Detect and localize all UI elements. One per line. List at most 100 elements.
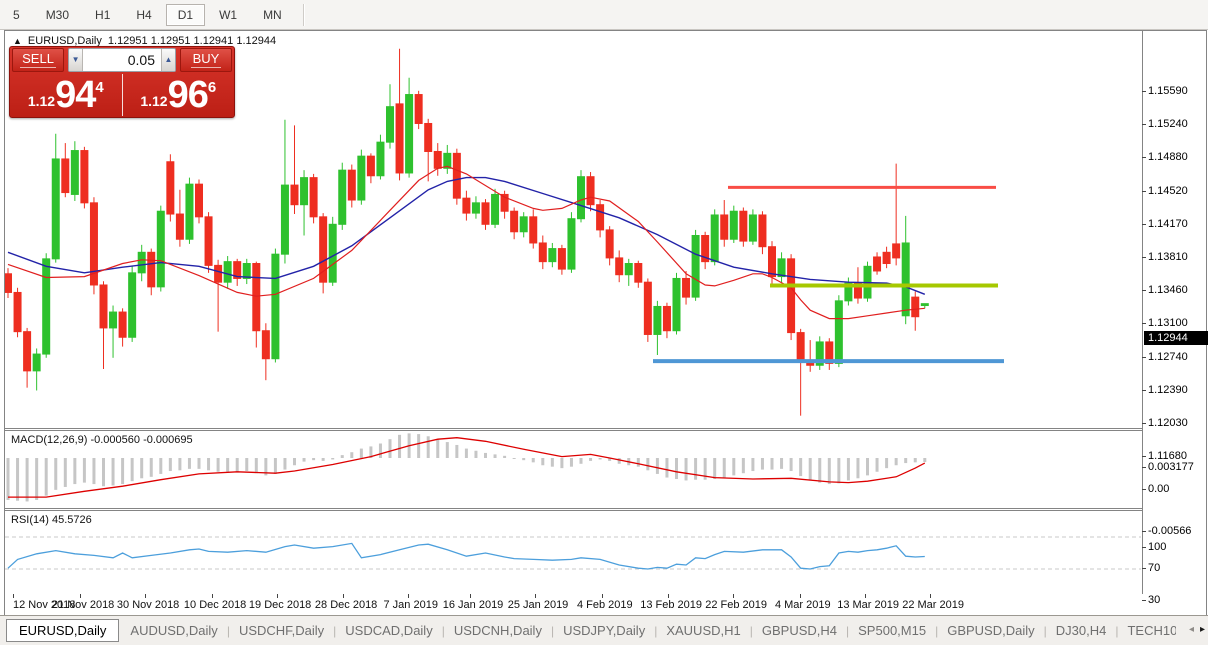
macd-histogram-bar — [808, 458, 812, 481]
chart-tab-sp500-m15[interactable]: SP500,M15 — [858, 623, 927, 638]
chart-tab-dj30-h4[interactable]: DJ30,H4 — [1055, 623, 1107, 638]
candle-body — [118, 311, 127, 338]
macd-histogram-bar — [541, 458, 545, 466]
macd-pane-canvas[interactable] — [5, 430, 1142, 508]
rsi-pane-canvas[interactable] — [5, 510, 1142, 594]
collapse-arrow-icon[interactable]: ▲ — [13, 36, 22, 46]
macd-histogram-bar — [6, 458, 10, 500]
macd-histogram-bar — [722, 458, 726, 478]
lot-size-input[interactable] — [82, 49, 162, 71]
timeframe-button-5[interactable]: 5 — [13, 7, 20, 22]
chart-tab-usdcnh-daily[interactable]: USDCNH,Daily — [453, 623, 542, 638]
chart-tab-tech100-h1[interactable]: TECH100,H1 — [1127, 623, 1176, 638]
lot-decrease-button[interactable]: ▼ — [69, 49, 82, 71]
candle-body — [13, 291, 22, 333]
candle-body — [395, 103, 404, 174]
candle-body — [51, 158, 60, 260]
lot-increase-button[interactable]: ▲ — [162, 49, 175, 71]
timeframe-button-w1[interactable]: W1 — [219, 7, 238, 22]
timeframe-button-d1[interactable]: D1 — [165, 3, 206, 26]
macd-histogram-bar — [245, 458, 249, 472]
tab-scroll-left-icon[interactable]: ◂ — [1188, 624, 1194, 635]
chart-tab-usdjpy-daily[interactable]: USDJPY,Daily — [563, 623, 646, 638]
tab-separator: | — [846, 623, 850, 638]
price-axis-tick — [1142, 191, 1146, 192]
macd-histogram-bar — [464, 448, 468, 458]
macd-histogram-bar — [598, 458, 602, 460]
indicator-axis-tick — [1142, 600, 1146, 601]
date-tick — [408, 594, 409, 598]
date-tick — [145, 594, 146, 598]
pane-divider-rsi[interactable] — [5, 508, 1142, 509]
candle-body — [586, 176, 595, 206]
indicator-axis-tick — [1142, 489, 1146, 490]
tab-separator: | — [654, 623, 658, 638]
price-axis-tick — [1142, 357, 1146, 358]
timeframe-button-m30[interactable]: M30 — [45, 7, 70, 22]
pane-divider-macd[interactable] — [5, 428, 1142, 429]
chart-symbol-label: EURUSD,Daily — [27, 35, 102, 47]
macd-histogram-bar — [608, 458, 612, 461]
ask-price-button[interactable]: 1.12 96 6 — [123, 74, 235, 116]
timeframe-button-h4[interactable]: H4 — [136, 7, 152, 22]
candle-body — [424, 122, 433, 152]
macd-histogram-bar — [264, 458, 268, 476]
date-label: 28 Dec 2018 — [314, 599, 378, 611]
candle-body — [280, 184, 289, 255]
candle-body — [147, 251, 156, 288]
timeframe-button-h1[interactable]: H1 — [95, 7, 111, 22]
macd-histogram-bar — [484, 452, 487, 458]
chart-tab-audusd-daily[interactable]: AUDUSD,Daily — [130, 623, 218, 638]
price-axis-label: 1.12390 — [1148, 384, 1188, 396]
timeframe-button-mn[interactable]: MN — [263, 7, 282, 22]
macd-histogram-bar — [312, 458, 316, 461]
macd-histogram-bar — [359, 448, 363, 458]
date-label: 12 Nov 2018 — [13, 599, 76, 611]
chart-tab-eurusd-daily[interactable]: EURUSD,Daily — [6, 619, 120, 642]
date-tick — [277, 594, 278, 598]
timeframe-toolbar: 5 M30 H1 H4 D1 W1 MN — [0, 0, 1208, 30]
chart-tab-usdcad-daily[interactable]: USDCAD,Daily — [345, 623, 433, 638]
indicator-axis-tick — [1142, 467, 1146, 468]
candle-body — [185, 183, 194, 240]
macd-histogram-bar — [369, 446, 373, 458]
chart-tab-gbpusd-h4[interactable]: GBPUSD,H4 — [761, 623, 838, 638]
price-axis-tick — [1142, 224, 1146, 225]
macd-histogram-bar — [522, 458, 526, 461]
date-tick — [668, 594, 669, 598]
price-axis-tick — [1142, 290, 1146, 291]
macd-histogram-bar — [684, 458, 688, 481]
toolbar-separator — [302, 3, 305, 26]
macd-histogram-bar — [732, 458, 736, 476]
candle-body — [462, 197, 471, 214]
date-tick — [865, 594, 866, 598]
buy-button[interactable]: BUY — [179, 48, 233, 72]
candle-body — [80, 150, 89, 204]
macd-histogram-bar — [655, 458, 659, 474]
macd-histogram-bar — [474, 450, 478, 458]
macd-histogram-bar — [646, 458, 650, 471]
tab-separator: | — [226, 623, 230, 638]
chart-tab-usdchf-daily[interactable]: USDCHF,Daily — [238, 623, 325, 638]
macd-histogram-bar — [226, 458, 230, 472]
price-axis-label: 1.14880 — [1148, 151, 1188, 163]
chart-tab-xauusd-h1[interactable]: XAUUSD,H1 — [666, 623, 741, 638]
sell-button[interactable]: SELL — [12, 48, 65, 72]
candle-body — [347, 169, 356, 201]
chart-tab-gbpusd-daily[interactable]: GBPUSD,Daily — [947, 623, 1035, 638]
bid-price-button[interactable]: 1.12 94 4 — [10, 74, 123, 116]
price-chart-canvas[interactable] — [5, 31, 1142, 427]
axis-border — [1142, 31, 1143, 594]
price-axis-label: 1.12740 — [1148, 351, 1188, 363]
date-tick — [602, 594, 603, 598]
indicator-axis-label: 0.003177 — [1148, 461, 1194, 473]
date-tick — [470, 594, 471, 598]
price-axis-label: 1.11680 — [1148, 450, 1187, 462]
macd-histogram-bar — [579, 458, 583, 464]
candle-body — [214, 264, 223, 283]
candle-body — [290, 184, 299, 206]
candle-body — [70, 150, 79, 195]
tab-scroll-right-icon[interactable]: ▸ — [1199, 624, 1205, 635]
date-tick — [212, 594, 213, 598]
macd-histogram-bar — [675, 458, 678, 479]
